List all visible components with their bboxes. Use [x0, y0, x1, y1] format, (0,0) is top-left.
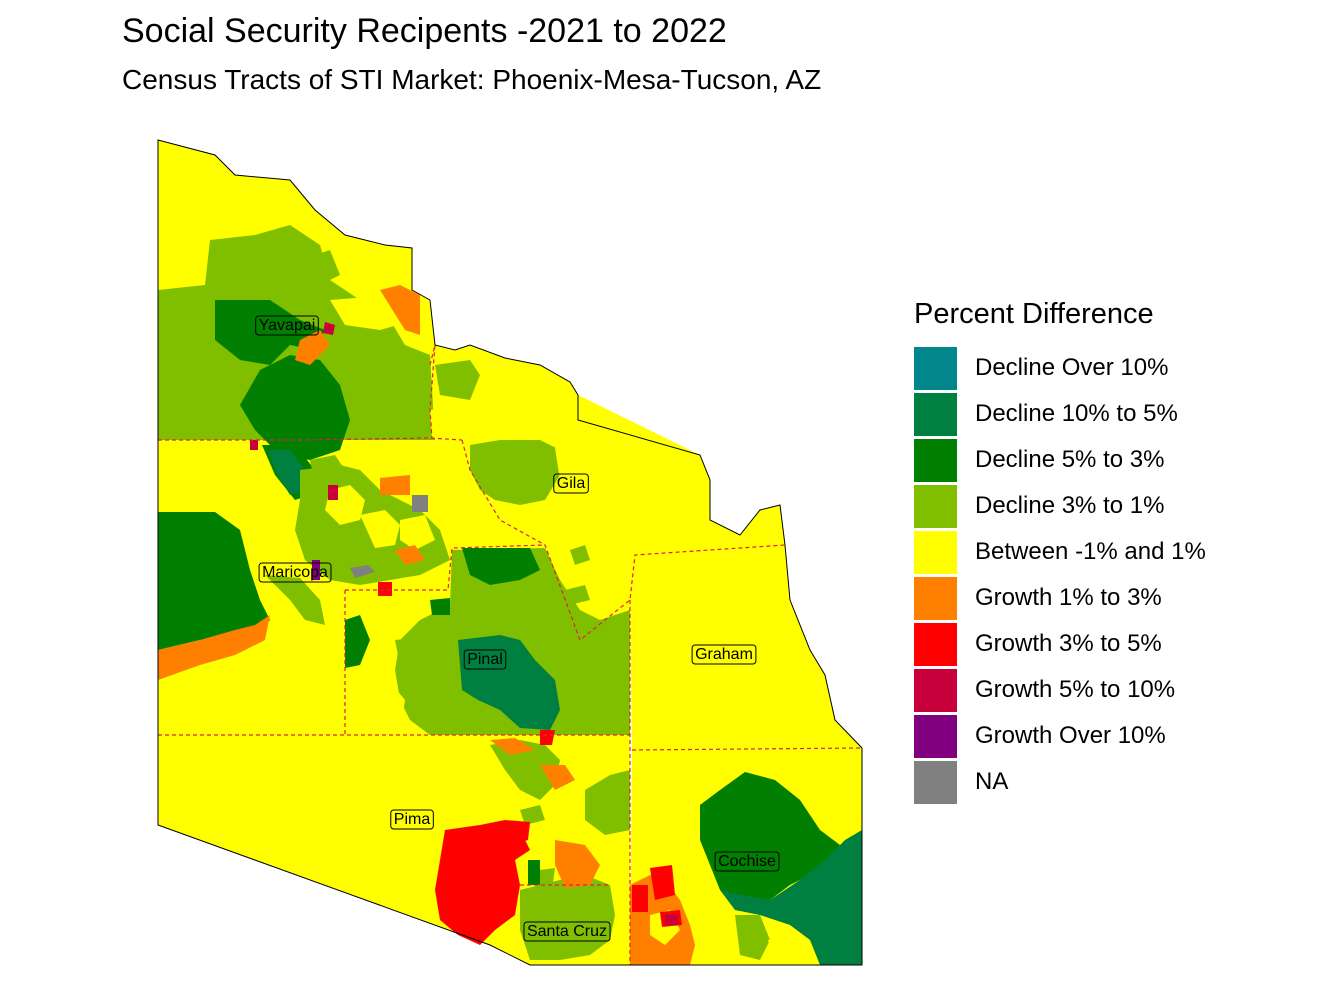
county-label-pinal: Pinal [463, 649, 507, 670]
legend-label: Decline 3% to 1% [975, 492, 1165, 519]
county-graham [630, 545, 862, 750]
county-label-gila: Gila [553, 473, 589, 494]
legend-label: Between -1% and 1% [975, 538, 1206, 565]
county-label-maricopa: Maricopa [258, 562, 332, 583]
legend-item: Decline 10% to 5% [914, 391, 1206, 437]
legend-item: Decline 5% to 3% [914, 437, 1206, 483]
tract-regions [158, 225, 862, 965]
legend-label: Decline 10% to 5% [975, 400, 1178, 427]
county-labels: Yavapai Gila Maricopa Pinal Graham Pima Cochis… [255, 315, 780, 942]
county-label-santa-cruz: Santa Cruz [523, 921, 611, 942]
legend-item: Growth 1% to 3% [914, 575, 1206, 621]
legend-swatch [914, 668, 957, 712]
county-label-pima: Pima [390, 809, 434, 830]
legend-item: Between -1% and 1% [914, 529, 1206, 575]
county-label-text: Cochise [718, 853, 776, 870]
legend-title: Percent Difference [914, 298, 1154, 330]
legend-swatch [914, 346, 957, 390]
county-label-cochise: Cochise [714, 851, 780, 872]
county-label-box [258, 562, 332, 583]
legend-item: NA [914, 759, 1206, 805]
county-label-box [463, 649, 507, 670]
legend-label: Decline 5% to 3% [975, 446, 1165, 473]
legend-label: Growth 5% to 10% [975, 676, 1176, 703]
legend-swatch [914, 530, 957, 574]
legend-swatch [914, 714, 957, 758]
legend-label: Growth Over 10% [975, 722, 1166, 749]
county-label-text: Santa Cruz [527, 923, 607, 940]
county-label-text: Yavapai [259, 317, 316, 334]
county-label-box [714, 851, 780, 872]
legend-swatch [914, 392, 957, 436]
county-label-text: Gila [557, 475, 586, 492]
legend-label: NA [975, 768, 1009, 795]
county-label-box [255, 315, 319, 336]
legend-item: Decline Over 10% [914, 345, 1206, 391]
legend-item: Growth 5% to 10% [914, 667, 1206, 713]
legend-swatch [914, 760, 957, 804]
county-label-box [523, 921, 611, 942]
legend-item: Growth 3% to 5% [914, 621, 1206, 667]
county-label-box [390, 809, 434, 830]
county-maricopa [158, 438, 545, 735]
legend-item: Growth Over 10% [914, 713, 1206, 759]
legend-item: Decline 3% to 1% [914, 483, 1206, 529]
market-outline [157, 139, 863, 966]
legend-label: Growth 3% to 5% [975, 630, 1162, 657]
county-label-yavapai: Yavapai [255, 315, 319, 336]
county-label-text: Graham [695, 646, 753, 663]
legend-swatch [914, 438, 957, 482]
county-label-box [691, 644, 757, 665]
map-title: Social Security Recipents -2021 to 2022 [122, 12, 727, 50]
county-label-text: Pinal [467, 651, 503, 668]
legend-label: Growth 1% to 3% [975, 584, 1162, 611]
legend-swatch [914, 484, 957, 528]
legend: Percent Difference Decline Over 10% Decli… [914, 298, 1206, 805]
legend-swatch [914, 622, 957, 666]
county-label-graham: Graham [691, 644, 757, 665]
map-subtitle: Census Tracts of STI Market: Phoenix-Mes… [122, 64, 822, 95]
county-label-text: Pima [394, 811, 431, 828]
county-borders [158, 344, 863, 965]
county-label-box [553, 473, 589, 494]
legend-label: Decline Over 10% [975, 354, 1169, 381]
county-label-text: Maricopa [262, 564, 328, 581]
legend-swatch [914, 576, 957, 620]
legend-items: Decline Over 10% Decline 10% to 5% Decline… [914, 345, 1206, 805]
